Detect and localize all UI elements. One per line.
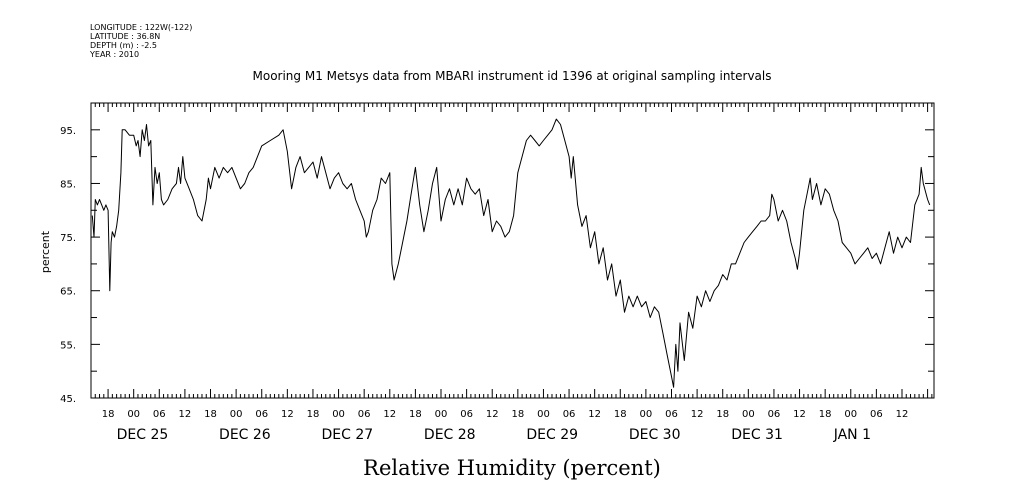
meta-year: YEAR : 2010: [89, 50, 139, 59]
plot-frame: [90, 102, 935, 399]
y-tick-label: 95.: [60, 126, 76, 137]
x-date-label: JAN 1: [833, 427, 871, 443]
x-tick-label: 00: [742, 409, 755, 420]
x-tick-label: 06: [358, 409, 371, 420]
x-tick-label: 06: [665, 409, 678, 420]
y-axis: 45. 55. 65. 75. 85. 95.: [60, 102, 934, 405]
chart-title: Mooring M1 Metsys data from MBARI instru…: [253, 69, 772, 83]
meta-latitude: LATITUDE : 36.8N: [90, 32, 160, 41]
x-tick-label: 12: [281, 409, 294, 420]
x-tick-label: 06: [460, 409, 473, 420]
x-tick-label: 12: [383, 409, 396, 420]
x-date-label: DEC 26: [219, 427, 271, 443]
x-tick-label: 00: [640, 409, 653, 420]
x-tick-label: 06: [255, 409, 268, 420]
x-tick-label: 12: [486, 409, 499, 420]
x-date-label: DEC 31: [731, 427, 783, 443]
meta-longitude: LONGITUDE : 122W(-122): [90, 23, 192, 32]
y-tick-label: 75.: [60, 233, 76, 244]
x-tick-label: 12: [691, 409, 704, 420]
x-tick-label: 12: [896, 409, 909, 420]
x-date-label: DEC 27: [321, 427, 373, 443]
x-tick-label: 18: [102, 409, 115, 420]
x-tick-label: 18: [819, 409, 832, 420]
y-tick-label: 65.: [60, 287, 76, 298]
series-group: [91, 118, 931, 388]
x-tick-label: 18: [204, 409, 217, 420]
series-line-0: [91, 118, 931, 388]
x-date-label: DEC 29: [526, 427, 578, 443]
x-tick-label: 00: [230, 409, 243, 420]
x-tick-label: 00: [435, 409, 448, 420]
x-tick-label: 18: [614, 409, 627, 420]
x-date-label: DEC 30: [629, 427, 681, 443]
x-tick-label: 00: [332, 409, 345, 420]
x-axis-title: Relative Humidity (percent): [363, 456, 661, 480]
x-date-label: DEC 28: [424, 427, 476, 443]
x-tick-label: 00: [537, 409, 550, 420]
x-tick-label: 06: [153, 409, 166, 420]
x-tick-label: 12: [179, 409, 192, 420]
x-tick-label: 06: [768, 409, 781, 420]
y-tick-label: 45.: [60, 394, 76, 405]
meta-depth: DEPTH (m) : -2.5: [90, 41, 157, 50]
y-axis-label: percent: [39, 230, 52, 273]
y-tick-label: 55.: [60, 340, 76, 351]
y-tick-label: 85.: [60, 179, 76, 190]
x-tick-label: 18: [511, 409, 524, 420]
x-tick-label: 06: [563, 409, 576, 420]
x-tick-label: 18: [307, 409, 320, 420]
x-date-label: DEC 25: [117, 427, 169, 443]
x-tick-label: 12: [793, 409, 806, 420]
x-tick-label: 12: [588, 409, 601, 420]
x-tick-label: 18: [409, 409, 422, 420]
x-tick-label: 00: [127, 409, 140, 420]
x-axis: 18 00 06 12 18 00 06 12 18 00 06 12 18 00 06 12 18 00 06 12…: [90, 103, 933, 443]
x-tick-label: 06: [870, 409, 883, 420]
x-tick-label: 18: [716, 409, 729, 420]
x-tick-label: 00: [844, 409, 857, 420]
